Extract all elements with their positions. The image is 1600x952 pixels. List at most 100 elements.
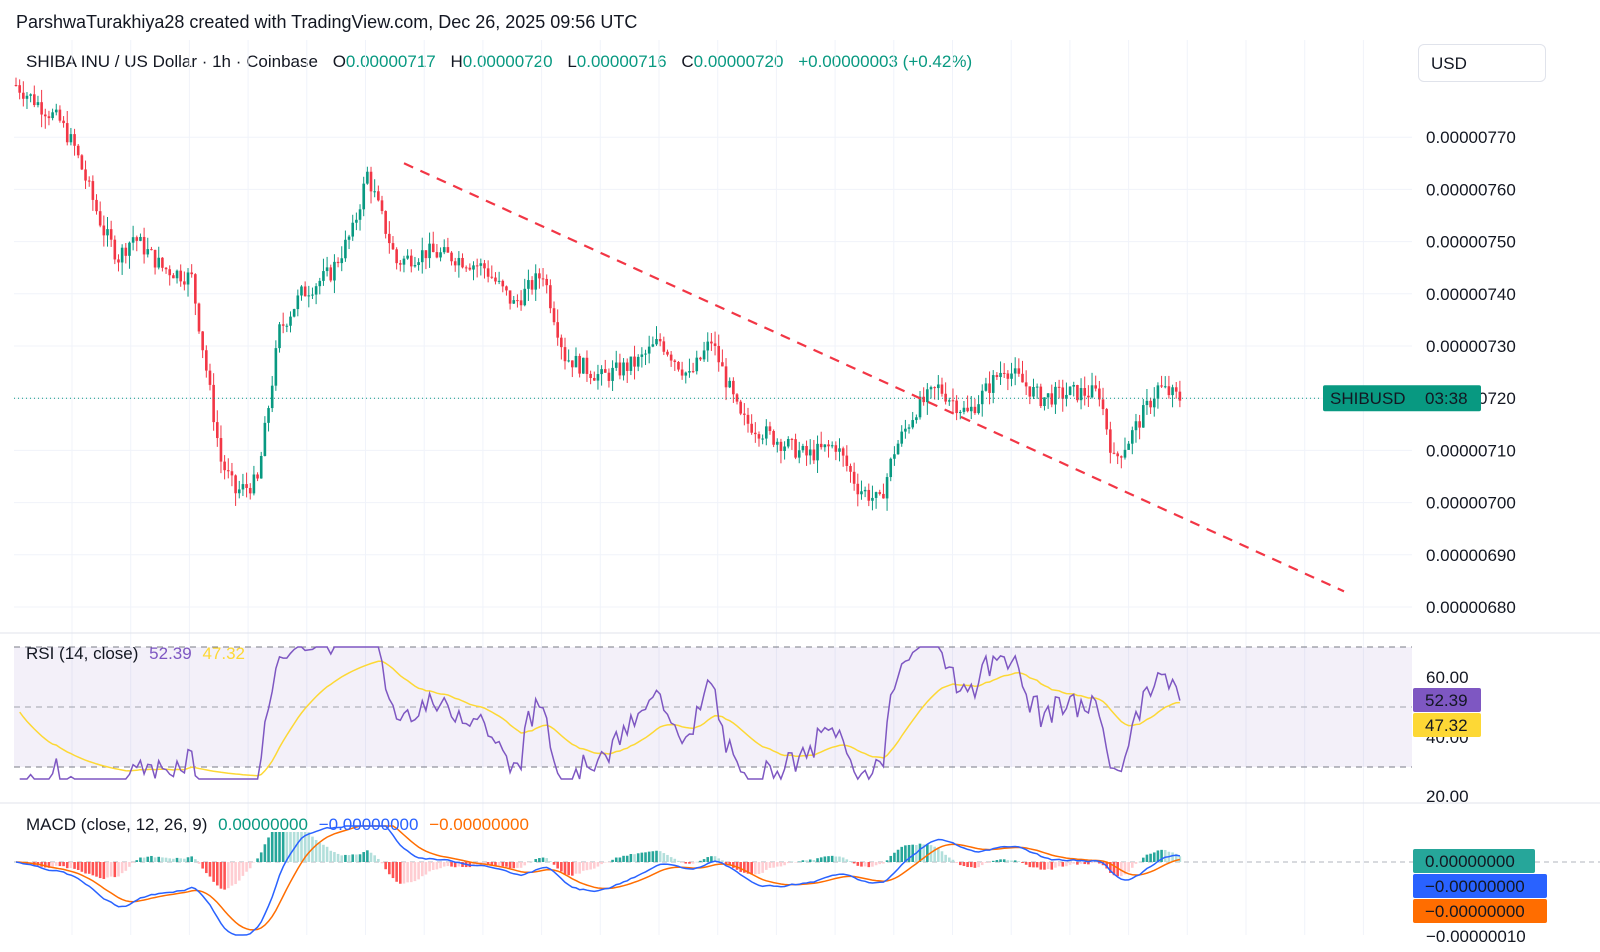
- candle-body: [219, 438, 223, 462]
- macd-histogram-bar: [582, 862, 585, 871]
- candle-body: [183, 281, 186, 285]
- macd-histogram-bar: [684, 862, 688, 864]
- macd-histogram-bar: [212, 862, 215, 882]
- macd-histogram-bar: [852, 862, 856, 864]
- macd-histogram-bar: [571, 862, 574, 876]
- candle-body: [951, 400, 955, 402]
- candle-body: [797, 450, 801, 458]
- macd-histogram-bar: [303, 832, 307, 862]
- price-axis-tick: 0.00000730: [1426, 337, 1516, 356]
- macd-histogram-bar: [578, 862, 581, 874]
- candle-body: [721, 362, 724, 367]
- macd-signal-line: [15, 825, 1181, 931]
- candle-body: [223, 461, 226, 471]
- macd-histogram-bar: [402, 862, 406, 884]
- macd-histogram-bar: [951, 859, 955, 862]
- candle-body: [647, 346, 651, 354]
- candle-body: [1057, 386, 1061, 388]
- macd-histogram-bar: [208, 862, 212, 877]
- macd-histogram-bar: [614, 857, 618, 862]
- symbol-title[interactable]: SHIBA INU / US Dollar · 1h · Coinbase: [26, 52, 318, 71]
- macd-histogram-bar: [849, 861, 852, 862]
- candle-body: [161, 257, 164, 268]
- macd-histogram-bar: [139, 857, 142, 862]
- macd-histogram-bar: [1013, 860, 1017, 862]
- macd-histogram-bar: [406, 862, 409, 883]
- macd-histogram-bar: [969, 862, 973, 868]
- candle-body: [325, 267, 329, 272]
- candle-body: [706, 341, 710, 351]
- candle-body: [655, 339, 658, 345]
- macd-histogram-bar: [325, 846, 329, 862]
- macd-histogram-bar: [124, 862, 128, 871]
- candle-body: [14, 85, 18, 86]
- macd-histogram-bar: [117, 862, 120, 877]
- candle-body: [640, 354, 644, 357]
- macd-histogram-bar: [234, 862, 237, 885]
- macd-histogram-bar: [589, 862, 592, 870]
- candle-body: [362, 183, 365, 210]
- attribution-text: ParshwaTurakhiya28 created with TradingV…: [16, 12, 638, 32]
- candle-body: [519, 300, 523, 306]
- candle-body: [1039, 386, 1043, 407]
- candle-body: [153, 249, 157, 268]
- candle-body: [285, 325, 289, 327]
- macd-signal-tag: [1413, 899, 1547, 923]
- macd-histogram-bar: [219, 862, 223, 889]
- candle-body: [442, 247, 446, 253]
- candle-body: [413, 265, 417, 267]
- macd-histogram-bar: [808, 859, 812, 862]
- macd-histogram-bar: [512, 862, 516, 869]
- macd-histogram-bar: [710, 856, 713, 862]
- macd-histogram-bar: [347, 855, 351, 862]
- macd-line-tag-label: −0.00000000: [1425, 877, 1525, 896]
- candle-body: [124, 247, 128, 256]
- candle-body: [816, 443, 819, 461]
- candle-body: [757, 434, 761, 439]
- candle-body: [190, 272, 193, 275]
- candle-body: [907, 427, 911, 429]
- trendline: [403, 162, 1345, 593]
- macd-histogram-bar: [691, 862, 695, 864]
- candle-body: [1098, 388, 1101, 400]
- macd-histogram-bar: [150, 855, 153, 862]
- candle-body: [644, 353, 647, 355]
- macd-histogram-bar: [87, 862, 91, 874]
- macd-histogram-bar: [135, 860, 139, 862]
- candle-body: [80, 155, 84, 170]
- macd-histogram-bar: [1163, 850, 1167, 862]
- candle-body: [860, 491, 863, 495]
- macd-histogram-bar: [245, 862, 248, 872]
- candle-body: [501, 280, 505, 287]
- macd-histogram-bar: [567, 862, 570, 876]
- candle-body: [117, 259, 120, 263]
- macd-histogram-bar: [186, 857, 190, 862]
- macd-histogram-bar: [644, 852, 647, 862]
- candle-body: [893, 454, 896, 459]
- candle-body: [651, 344, 655, 347]
- candle-body: [878, 492, 882, 494]
- macd-histogram-bar: [237, 862, 241, 881]
- candle-body: [852, 471, 856, 484]
- macd-histogram-bar: [669, 857, 673, 862]
- currency-button[interactable]: USD: [1418, 44, 1546, 82]
- candle-body: [1171, 387, 1174, 396]
- candle-body: [1123, 449, 1127, 458]
- macd-histogram-bar: [270, 832, 274, 862]
- candle-body: [344, 239, 347, 259]
- macd-histogram-bar: [1079, 862, 1083, 864]
- candle-body: [896, 443, 900, 455]
- macd-histogram-bar: [856, 862, 860, 866]
- macd-histogram-bar: [904, 845, 907, 862]
- candle-body: [380, 200, 384, 212]
- candle-body: [1138, 421, 1141, 428]
- macd-histogram-bar: [937, 848, 940, 862]
- macd-histogram-bar: [999, 859, 1002, 862]
- candle-body: [505, 286, 508, 291]
- macd-histogram-bar: [486, 862, 490, 866]
- candle-body: [563, 347, 567, 362]
- macd-histogram-bar: [955, 862, 958, 864]
- candle-body: [636, 356, 640, 367]
- price-axis-tick: 0.00000770: [1426, 128, 1516, 147]
